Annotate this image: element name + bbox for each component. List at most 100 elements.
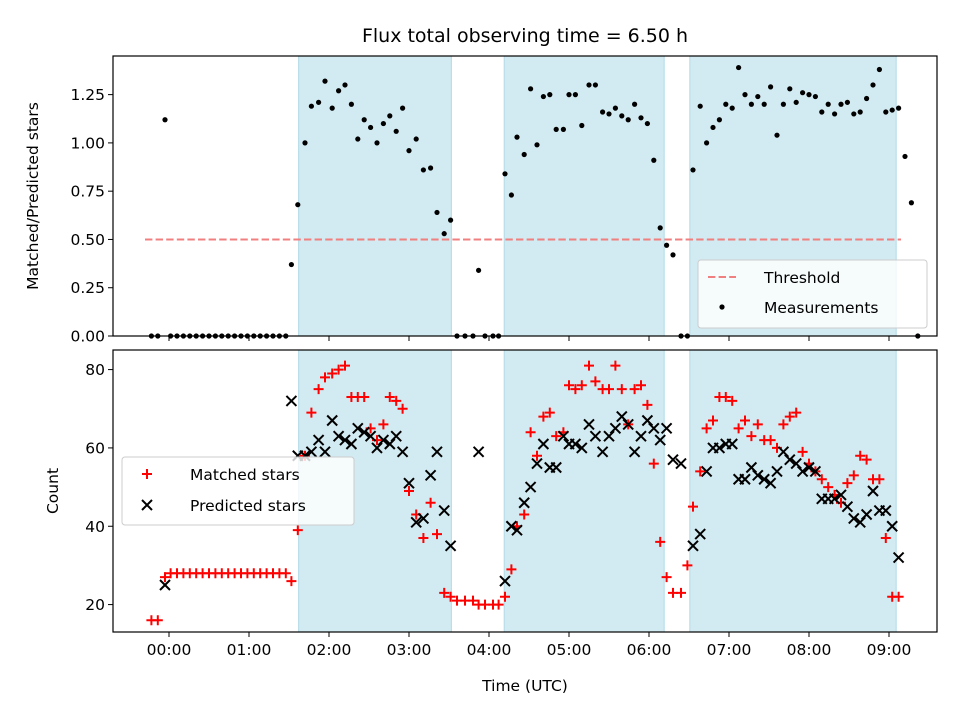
predicted-star-point (531, 457, 543, 470)
measurement-point (883, 109, 889, 115)
measurement-point (851, 111, 857, 117)
measurement-point (553, 126, 559, 132)
predicted-star-point (358, 426, 370, 438)
measurement-point (308, 103, 314, 109)
measurement-point (441, 231, 447, 237)
measurement-point (716, 117, 723, 123)
matched-star-point (576, 380, 587, 391)
matched-star-point (746, 431, 757, 442)
matched-star-point (861, 454, 872, 465)
matched-star-point (740, 415, 750, 426)
measurement-point (812, 93, 819, 100)
predicted-star-point (687, 540, 699, 552)
matched-star-point (292, 525, 303, 536)
predicted-star-point (518, 497, 530, 509)
measurement-point (514, 134, 520, 140)
predicted-star-point (569, 438, 582, 450)
matched-star-point (616, 384, 627, 395)
measurement-point (572, 92, 579, 98)
measurement-point (586, 82, 592, 88)
y-tick-label: 0.00 (70, 328, 105, 346)
matched-star-point (797, 446, 808, 457)
matched-star-point (320, 372, 330, 383)
predicted-star-point (892, 551, 905, 564)
shaded-interval (503, 349, 665, 633)
predicted-star-point (589, 430, 602, 442)
measurement-point (579, 122, 585, 129)
legend-predicted-label: Predicted stars (190, 497, 306, 515)
matched-star-point (842, 478, 853, 489)
predicted-star-point (609, 422, 622, 435)
predicted-star-point (803, 461, 815, 474)
predicted-star-point (848, 512, 860, 525)
measurement-point (793, 99, 799, 105)
measurement-point (592, 82, 599, 88)
matched-star-point (610, 360, 621, 371)
measurement-point (316, 99, 322, 105)
predicted-star-point (511, 524, 523, 536)
matched-star-point (152, 615, 163, 626)
measurement-point (902, 153, 908, 160)
measurement-point (540, 93, 547, 100)
matched-star-point (880, 533, 891, 543)
matched-star-point (701, 423, 712, 434)
predicted-star-point (667, 453, 679, 466)
matched-star-point (404, 486, 414, 496)
measurement-point (736, 64, 742, 71)
matched-star-point (765, 435, 776, 446)
y-tick-label: 80 (85, 361, 105, 379)
measurement-point (774, 132, 780, 138)
top-y-axis-label: Matched/Predicted stars (24, 102, 42, 290)
matched-star-point (418, 533, 429, 543)
measurement-point (528, 86, 534, 92)
predicted-star-point (758, 473, 770, 485)
predicted-star-point (352, 422, 364, 435)
y-tick-label: 40 (85, 518, 105, 536)
matched-star-point (468, 595, 478, 606)
measurement-point (819, 109, 825, 115)
predicted-star-point (771, 465, 783, 478)
measurement-point (448, 217, 454, 223)
measurement-point (547, 92, 553, 98)
matched-star-point (816, 474, 827, 485)
predicted-star-point (319, 446, 331, 458)
measurement-point (322, 78, 328, 84)
predicted-star-point (777, 446, 790, 458)
measurement-point (302, 140, 308, 146)
matched-star-point (720, 392, 731, 402)
predicted-star-point (764, 477, 777, 489)
measurement-point (387, 113, 393, 119)
measurement-point (710, 124, 716, 131)
measurement-point (374, 140, 380, 146)
measurement-point (434, 209, 440, 216)
predicted-star-point (700, 465, 713, 478)
matched-star-point (661, 572, 672, 583)
measurement-point (508, 192, 514, 198)
matched-star-point (733, 423, 744, 434)
measurement-point (406, 148, 412, 154)
matched-star-point (874, 474, 885, 485)
matched-star-point (629, 384, 640, 395)
x-tick-label: 01:00 (227, 641, 272, 659)
matched-star-point (378, 419, 389, 430)
matched-star-point (778, 419, 789, 430)
predicted-star-point (752, 469, 764, 482)
matched-star-point (359, 392, 370, 402)
measurement-point (600, 109, 606, 115)
legend-box (697, 259, 928, 329)
x-tick-label: 03:00 (387, 641, 432, 659)
measurement-point (295, 202, 301, 208)
predicted-star-point (312, 434, 325, 446)
matched-star-point (590, 376, 601, 387)
matched-star-point (655, 536, 666, 547)
matched-star-point (340, 360, 350, 371)
measurement-point (806, 92, 812, 98)
matched-star-point (286, 576, 297, 587)
predicted-star-point (550, 461, 562, 474)
matched-star-point (784, 411, 795, 422)
predicted-star-point (505, 520, 518, 532)
measurement-point (787, 86, 793, 92)
predicted-star-point (326, 414, 338, 427)
matched-star-point (525, 427, 536, 438)
